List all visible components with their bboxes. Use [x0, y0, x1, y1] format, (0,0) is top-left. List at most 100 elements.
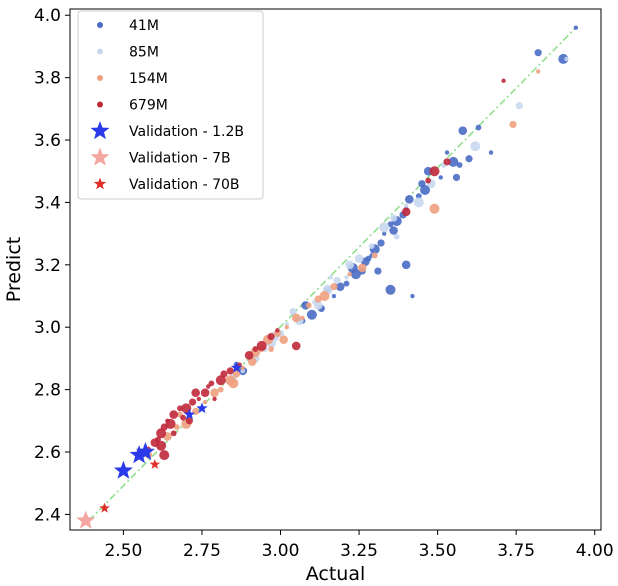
x-axis-ticks: 2.50 2.75 3.00 3.25 3.50 3.75 4.00 [104, 530, 614, 561]
legend-marker [97, 48, 103, 55]
data-point [331, 293, 337, 299]
legend-marker [90, 147, 110, 166]
data-point [390, 214, 398, 222]
x-tick-label: 4.00 [576, 541, 614, 561]
data-point [268, 346, 274, 352]
data-point [156, 440, 167, 451]
data-point [228, 378, 239, 389]
data-point [535, 69, 541, 74]
legend-marker [93, 177, 107, 190]
y-tick-label: 3.2 [34, 256, 61, 276]
data-point [343, 280, 350, 287]
data-point [357, 263, 367, 273]
data-point [488, 150, 494, 155]
legend-box [77, 10, 264, 200]
data-point [382, 231, 387, 236]
data-point [573, 25, 579, 30]
data-point [185, 417, 193, 425]
legend-item-validation-70b: Validation - 70B [93, 177, 240, 193]
data-point [279, 335, 288, 344]
data-point [149, 458, 161, 469]
data-point [401, 207, 411, 217]
data-point [196, 402, 208, 414]
data-point [267, 332, 275, 341]
data-point [330, 283, 338, 291]
legend-label: 85M [129, 45, 159, 61]
data-point [244, 350, 254, 360]
data-point [444, 150, 450, 155]
data-point [458, 126, 468, 135]
x-tick-label: 3.00 [262, 541, 300, 561]
legend: 41M 85M 154M 679M Validation - 1.2B Validatio… [77, 10, 264, 200]
data-point [177, 405, 183, 412]
data-point [314, 295, 322, 303]
data-point [169, 410, 178, 419]
data-point [191, 388, 200, 398]
data-point [410, 293, 415, 299]
data-point [284, 321, 289, 327]
data-point [438, 175, 443, 180]
y-axis-label: Predict [3, 237, 25, 302]
data-point [456, 162, 463, 168]
legend-label: Validation - 1.2B [129, 124, 244, 140]
data-point [405, 195, 414, 204]
legend-label: Validation - 7B [129, 151, 231, 167]
data-point [306, 309, 317, 320]
legend-item-154m: 154M [97, 71, 168, 87]
data-point [389, 226, 398, 235]
data-point [188, 398, 197, 406]
data-point [335, 282, 345, 291]
data-point [156, 428, 167, 439]
data-point [206, 384, 211, 389]
data-point [429, 166, 440, 177]
legend-item-validation-1-2b: Validation - 1.2B [90, 121, 244, 140]
data-point [368, 243, 375, 250]
plot-frame [69, 8, 602, 531]
data-point [425, 177, 432, 184]
data-point [420, 184, 431, 195]
data-point [443, 158, 451, 166]
data-point [374, 267, 382, 275]
data-point [564, 56, 569, 62]
y-tick-label: 3.0 [34, 318, 61, 338]
x-tick-label: 3.75 [497, 541, 535, 561]
x-tick-label: 3.50 [419, 541, 457, 561]
data-point [217, 386, 224, 393]
data-point [173, 424, 180, 430]
data-point [393, 233, 400, 240]
data-point [202, 399, 208, 405]
data-point [135, 442, 155, 461]
data-point [170, 430, 177, 437]
data-point [328, 275, 333, 280]
data-point [515, 102, 523, 110]
y-tick-label: 4.0 [34, 6, 61, 26]
data-point [371, 252, 378, 259]
data-point [196, 396, 202, 402]
data-point [212, 396, 217, 402]
y-axis-ticks: 2.4 2.6 2.8 3.0 3.2 3.4 3.6 3.8 4.0 [34, 6, 70, 525]
data-point [387, 221, 394, 228]
legend-label: 679M [129, 98, 168, 114]
data-point [159, 450, 170, 461]
y-tick-label: 3.4 [34, 193, 61, 213]
legend-label: 154M [129, 71, 168, 87]
x-tick-label: 2.75 [183, 541, 221, 561]
data-point [165, 418, 176, 429]
data-point [558, 53, 569, 64]
data-point [183, 408, 196, 420]
data-point [465, 155, 473, 163]
data-point [237, 362, 242, 367]
data-point [256, 340, 267, 351]
legend-marker [90, 121, 110, 140]
data-point [99, 502, 110, 513]
data-point [401, 260, 411, 270]
y-tick-label: 2.6 [34, 443, 61, 463]
data-point [413, 197, 424, 208]
legend-marker [97, 75, 103, 81]
y-tick-label: 3.8 [34, 69, 61, 89]
y-tick-label: 2.8 [34, 381, 61, 401]
data-point [429, 203, 440, 214]
data-point [200, 388, 210, 398]
points-layer [76, 25, 579, 529]
legend-label: 41M [129, 18, 159, 34]
